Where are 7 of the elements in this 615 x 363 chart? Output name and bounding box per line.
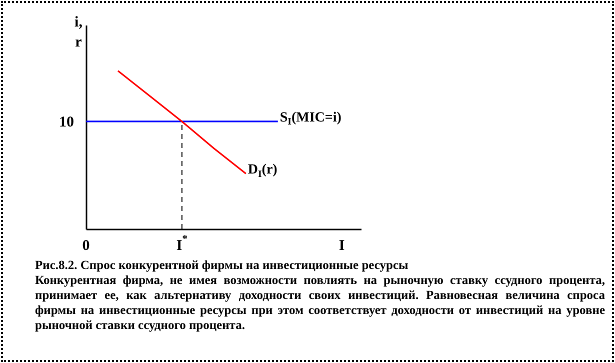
y-axis-title: i, r [74, 14, 83, 50]
x-tick-label: 0 [82, 238, 90, 254]
x-tick-label: I* [176, 234, 188, 254]
text: Рис.8.2. Спрос конкурентной фирмы на инвестиционные ресурсы [35, 258, 410, 273]
x-tick-label: I [338, 238, 345, 254]
annotation: 10 [59, 114, 74, 130]
text: Конкурентная фирма, не имея возможности повлиять на рыночную ставку ссудного процента, принимает ее, как альтернативу доходности своих инвестиций. Равновесная величина спроса фирмы на инвестиционные ресурсы при этом соответствует доходности от инвестиций на уровне рыночной ставки ссудного процента. [35, 273, 605, 333]
